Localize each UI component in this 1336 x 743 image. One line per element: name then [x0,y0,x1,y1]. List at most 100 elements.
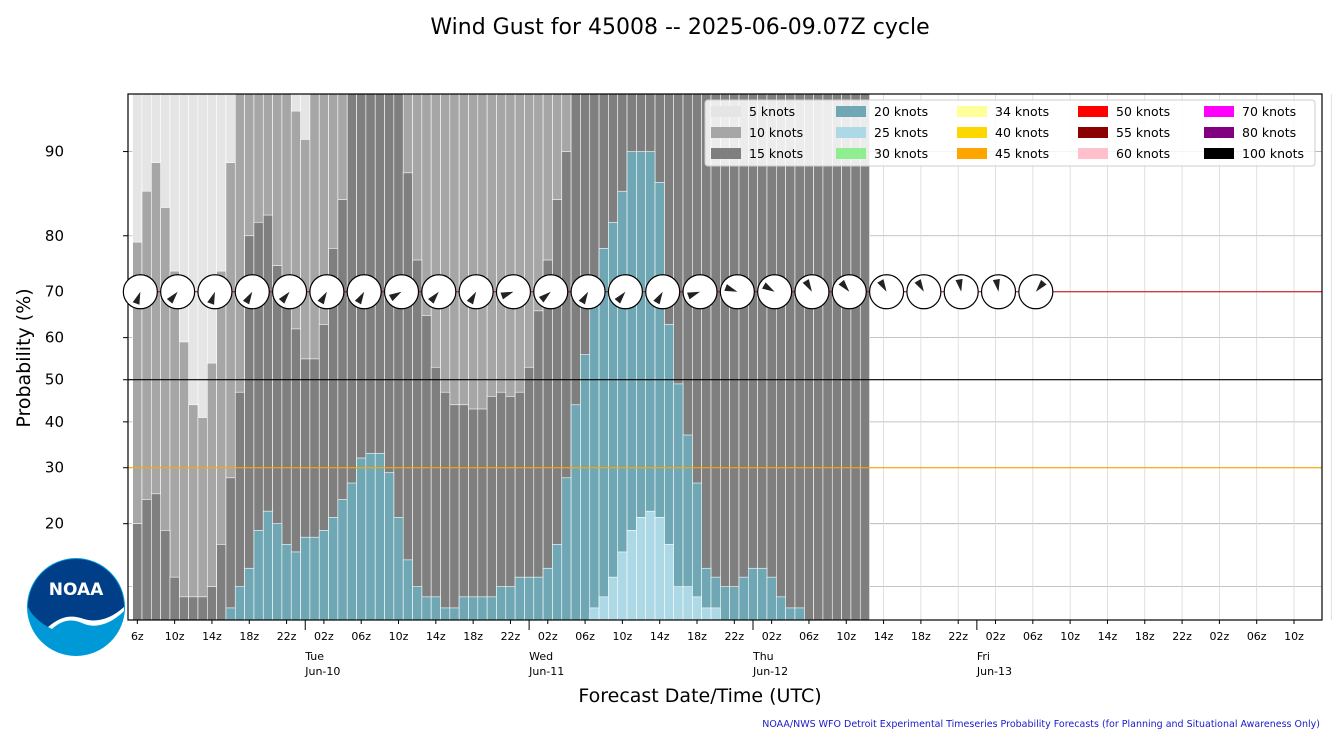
day-weekday-label: Fri [977,650,990,663]
wind-rose-wedge [278,291,290,304]
legend-swatch [1204,148,1234,159]
legend-label: 15 knots [749,146,803,161]
wind-direction-rose [1018,274,1054,310]
bar-25-knots [626,530,637,621]
noaa-logo: NOAA [27,558,125,656]
wind-rose-wedge [428,291,439,304]
bar-20-knots [328,517,339,621]
bar-20-knots [384,472,395,621]
bar-20-knots [309,536,320,621]
x-tick-label: 06z [1247,630,1267,643]
bar-20-knots [514,576,525,621]
bar-10-knots [169,270,180,621]
wind-rose-wedge [687,291,701,300]
day-date-label: Jun-10 [304,665,340,678]
bar-20-knots [673,383,684,621]
bar-20-knots [496,586,507,621]
bar-15-knots [141,499,152,621]
plot-frame [127,93,1323,621]
wind-direction-rose [383,274,420,310]
bar-15-knots [132,523,143,621]
bar-15-knots [225,477,236,621]
bar-10-knots [206,362,217,621]
wind-rose-wedge [466,291,477,305]
x-tick-label: 22z [1172,630,1192,643]
bar-25-knots [692,596,702,621]
wind-rose-wedge [653,291,663,305]
x-tick-label: 18z [911,630,931,643]
wind-rose-wedge [914,279,924,292]
wind-rose-wedge [578,291,589,305]
x-tick-label: 02z [538,630,558,643]
bar-20-knots [281,544,292,621]
wind-rose-wedge [538,291,551,303]
bar-15-knots [841,93,852,621]
x-axis-label: Forecast Date/Time (UTC) [578,685,821,707]
bar-20-knots [468,596,479,621]
bar-15-knots [402,172,413,621]
legend-label: 55 knots [1116,125,1170,140]
wind-rose-wedge [877,279,887,292]
wind-direction-rose [980,274,1017,310]
bar-25-knots [636,517,647,621]
bar-20-knots [477,596,488,621]
x-tick-label: 18z [239,630,259,643]
bar-20-knots [318,530,329,621]
bar-15-knots [486,396,497,621]
bar-20-knots [748,567,758,621]
bar-10-knots [179,341,189,621]
bar-15-knots [206,586,217,621]
wind-rose-wedge [354,291,365,305]
x-tick-label: 06z [351,630,371,643]
bar-15-knots [477,408,488,621]
plot-area: 20 30 40 50 60 70 80 90 6z 10z 14z 18z 22z 02z 06z 10z 1… [45,93,1332,678]
wind-direction-rose [868,274,905,310]
bar-25-knots [608,576,619,621]
bar-25-knots [645,510,656,621]
footer-credit: NOAA/NWS WFO Detroit Experimental Timese… [762,719,1320,730]
legend-label: 30 knots [874,146,928,161]
bar-20-knots [430,596,441,621]
wind-direction-rose [346,274,382,310]
x-tick-label: 10z [389,630,409,643]
bar-20-knots [552,544,563,621]
legend-swatch [1078,106,1108,117]
x-tick-label: 02z [762,630,782,643]
bar-15-knots [822,93,833,621]
x-tick-label: 14z [650,630,670,643]
legend-swatch [711,106,741,117]
legend-swatch [1204,106,1234,117]
bar-15-knots [216,544,227,621]
bar-20-knots [524,576,535,621]
legend-label: 80 knots [1242,125,1296,140]
bar-20-knots [570,404,581,621]
bar-20-knots [729,586,740,621]
bar-15-knots [813,93,824,621]
wind-direction-rose [160,274,196,310]
wind-direction-rose [757,274,793,310]
bar-25-knots [654,517,665,621]
bar-15-knots [794,93,805,621]
bar-15-knots [831,93,842,621]
bar-20-knots [374,452,385,621]
bar-20-knots [402,559,413,621]
bar-15-knots [412,259,423,621]
legend-label: 5 knots [749,104,795,119]
bar-15-knots [458,404,469,621]
wind-direction-rose [309,274,345,310]
x-tick-label: 02z [1210,630,1230,643]
bar-15-knots [766,93,777,621]
bar-20-knots [580,354,591,621]
wind-rose-wedge [317,291,327,305]
x-tick-label: 10z [613,630,633,643]
bar-20-knots [738,576,749,621]
x-tick-label: 18z [687,630,707,643]
x-tick-label: 02z [986,630,1006,643]
x-tick-label: 06z [575,630,595,643]
x-tick-label: 06z [799,630,819,643]
wind-direction-rose [533,274,569,310]
legend-swatch [1078,127,1108,138]
bar-20-knots [234,586,245,621]
wind-rose-wedge [955,278,963,292]
wind-direction-rose [458,274,494,310]
